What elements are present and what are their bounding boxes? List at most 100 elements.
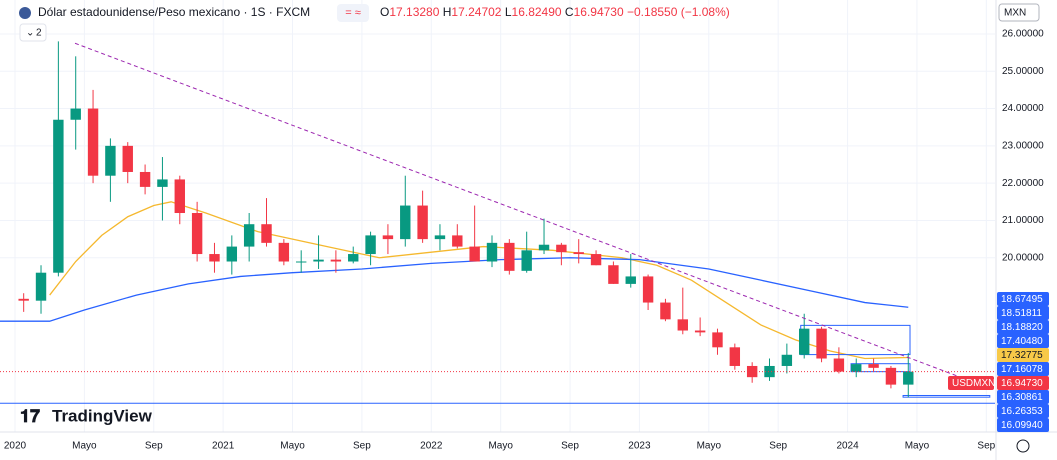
candle-body [417, 205, 428, 240]
x-tick-label: 2023 [628, 441, 651, 452]
price-label: 16.09940 [1001, 420, 1043, 431]
candle-body [191, 213, 203, 255]
candle-body [660, 302, 671, 320]
price-label: 16.30861 [1001, 392, 1043, 403]
x-tick-label: 2021 [212, 441, 235, 452]
x-tick-label: Mayo [905, 441, 930, 452]
indicator-toggle[interactable] [19, 23, 47, 42]
change: −0.18550 (−1.08%) [627, 5, 730, 19]
price-label-bg [997, 362, 1049, 376]
candle-body [590, 254, 602, 266]
price-label: 18.18820 [1001, 322, 1043, 333]
price-label: 17.32775 [1001, 350, 1043, 361]
candle-body [139, 171, 151, 187]
trend-line [74, 42, 971, 382]
candle-body [330, 259, 342, 262]
price-label-bg [997, 390, 1049, 404]
range-box [902, 394, 991, 398]
ohlc-label: H [443, 5, 452, 19]
candle-body [521, 250, 532, 271]
candle-body [781, 354, 793, 366]
y-tick-label: 22.00000 [1002, 178, 1044, 189]
plot [0, 41, 995, 404]
candle-body [712, 332, 723, 348]
currency-button[interactable] [998, 3, 1040, 22]
price-label: 16.94730 [1001, 378, 1043, 389]
price-label: 18.67495 [1001, 294, 1043, 305]
ohlc-value: 17.24702 [451, 5, 501, 19]
price-label-bg [997, 292, 1049, 306]
ohlc-value: 16.82490 [512, 5, 562, 19]
candle-body [382, 235, 394, 240]
x-tick-label: Sep [353, 441, 371, 452]
axes: 20.00000 21.00000 22.00000 23.00000 24.00000… [4, 29, 1049, 452]
candle-body [122, 145, 133, 172]
candle-body [903, 371, 914, 385]
y-tick-label: 21.00000 [1002, 215, 1044, 226]
x-tick-label: Mayo [488, 441, 513, 452]
candle-body [746, 365, 758, 378]
candle-body [816, 328, 827, 359]
header: Dólar estadounidense/Peso mexicano · 1S … [19, 3, 1040, 42]
price-label: 17.40480 [1001, 336, 1043, 347]
compare-button[interactable] [337, 4, 369, 22]
candle-body [469, 246, 480, 262]
candle-body [434, 235, 446, 240]
candle-body [608, 265, 619, 284]
candle-body [851, 364, 862, 372]
chevron: ⌄ [26, 28, 34, 39]
candle-body [868, 364, 879, 368]
moving-average [49, 201, 909, 360]
ohlc-label: O [380, 5, 389, 19]
ohlc-value: 17.13280 [389, 5, 439, 19]
candle-body [53, 119, 64, 273]
currency: MXN [1004, 8, 1026, 19]
ohlc-values: O17.13280 H17.24702 L16.82490 C16.94730 … [380, 5, 730, 19]
x-tick-label: 2024 [836, 441, 859, 452]
price-label-bg [997, 348, 1049, 362]
x-tick-label: 2022 [420, 441, 443, 452]
x-tick-label: Mayo [697, 441, 722, 452]
x-tick-label: Mayo [280, 441, 305, 452]
price-label: 16.26353 [1001, 406, 1043, 417]
price-label-bg [997, 404, 1049, 418]
candle-body [642, 276, 654, 303]
price-label-bg [997, 334, 1049, 348]
candle-body [677, 319, 688, 331]
candle-body [799, 328, 810, 355]
candle-body [35, 272, 47, 301]
candle-body [226, 246, 238, 262]
x-tick-label: Sep [561, 441, 579, 452]
y-tick-label: 20.00000 [1002, 252, 1044, 263]
logo: 𝟏𝟕 TradingView [20, 406, 153, 426]
x-tick-label: Sep [977, 441, 995, 452]
indicator-count: 2 [36, 28, 42, 39]
logo-text: TradingView [52, 406, 153, 425]
symbol-tag: USDMXN [952, 378, 995, 389]
compare-icon: = ≈ [345, 7, 361, 19]
settings-icon[interactable] [1016, 439, 1030, 453]
price-label-bg [997, 306, 1049, 320]
candle-body [504, 242, 515, 271]
candle-body [18, 298, 29, 301]
price-label-bg [997, 418, 1049, 432]
candle-body [764, 365, 775, 378]
price-label: 18.51811 [1001, 308, 1042, 319]
candle-body [278, 242, 290, 262]
y-tick-label: 24.00000 [1002, 103, 1044, 114]
candle-body [209, 254, 220, 262]
x-tick-label: 2020 [4, 441, 27, 452]
symbol-title: Dólar estadounidense/Peso mexicano · 1S … [38, 5, 310, 19]
price-label: 17.16078 [1001, 364, 1043, 375]
moving-average [0, 257, 909, 322]
x-tick-label: Sep [769, 441, 787, 452]
candle-body [625, 276, 636, 284]
candle-body [313, 259, 324, 262]
candle-body [833, 358, 845, 372]
flag-icon [19, 7, 31, 19]
y-tick-label: 25.00000 [1002, 66, 1044, 77]
x-tick-label: Sep [145, 441, 163, 452]
candle-body [556, 244, 567, 253]
